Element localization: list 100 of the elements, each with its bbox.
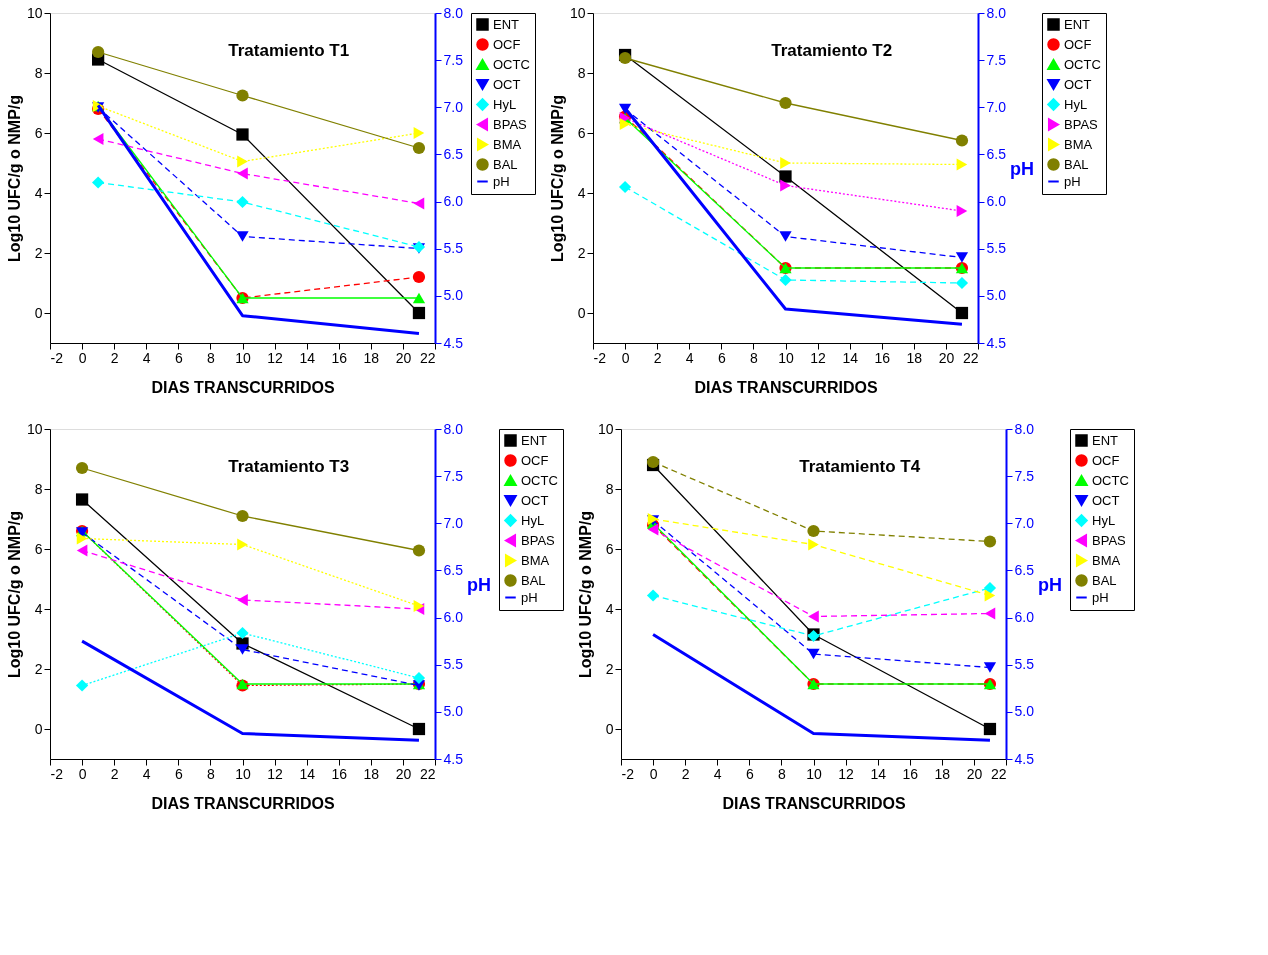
legend-label: BPAS: [493, 116, 528, 132]
legend-label: BPAS: [1092, 532, 1127, 548]
y-tick-label: 4: [34, 184, 43, 201]
y2-tick-label: 6.5: [443, 145, 464, 162]
point: [412, 544, 426, 557]
point: [618, 180, 632, 194]
point: [983, 722, 997, 736]
y2-tick-label: 4.5: [1014, 750, 1035, 767]
x-tick-label: 4: [142, 765, 151, 782]
point: [75, 461, 89, 475]
point: [780, 179, 791, 192]
y2-tick-label: 8.0: [443, 4, 464, 21]
point: [237, 155, 248, 168]
y2-tick-label: 4.5: [443, 750, 464, 767]
point: [76, 532, 88, 545]
legend-label: OCTC: [1092, 472, 1129, 488]
legend-label: OCT: [1092, 492, 1120, 508]
y-tick-label: 10: [26, 4, 43, 21]
legend-label: BAL: [493, 156, 518, 172]
x-tick-label: 22: [962, 349, 979, 366]
x-axis-title: DIAS TRANSCURRIDOS: [722, 794, 906, 812]
point: [92, 45, 105, 59]
y-tick-label: 6: [577, 124, 586, 141]
point: [236, 644, 249, 655]
x-axis-title: DIAS TRANSCURRIDOS: [151, 378, 335, 396]
point: [984, 607, 996, 620]
y-tick-label: 4: [605, 600, 614, 617]
y-tick-label: 6: [34, 540, 43, 557]
legend-label: pH: [521, 589, 538, 605]
point: [412, 671, 426, 685]
y2-tick-label: 5.0: [443, 287, 464, 304]
y-tick-label: 2: [605, 660, 614, 677]
x-tick-label: 8: [778, 765, 787, 782]
y2-tick-label: 5.0: [443, 703, 464, 720]
point: [412, 722, 426, 736]
legend-label: OCF: [493, 36, 521, 52]
y2-tick-label: 8.0: [986, 4, 1007, 21]
y-axis-title: Log10 UFC/g o NMP/g: [5, 510, 23, 679]
x-tick-label: 14: [299, 349, 316, 366]
legend-label: OCT: [521, 492, 549, 508]
x-tick-label: 8: [207, 349, 216, 366]
point: [807, 524, 820, 538]
y2-tick-label: 6.0: [443, 609, 464, 626]
point: [412, 270, 426, 284]
y2-tick-label: 7.5: [443, 51, 464, 68]
y2-tick-label: 4.5: [443, 334, 464, 351]
x-tick-label: 8: [207, 765, 216, 782]
x-tick-label: 14: [870, 765, 887, 782]
y-tick-label: 2: [34, 244, 43, 261]
x-tick-label: 16: [874, 349, 891, 366]
x-tick-label: 14: [842, 349, 859, 366]
x-tick-label: 22: [990, 765, 1007, 782]
legend-label: BAL: [1064, 156, 1089, 172]
x-tick-label: 14: [299, 765, 316, 782]
point: [779, 170, 792, 183]
legend-label: pH: [1064, 173, 1081, 189]
y2-tick-label: 5.5: [986, 240, 1007, 257]
y-tick-label: 0: [34, 304, 43, 321]
x-tick-label: 0: [78, 349, 87, 366]
point: [983, 581, 997, 595]
text: Tratamiento T4: [799, 457, 921, 476]
x-axis-title: DIAS TRANSCURRIDOS: [694, 378, 878, 396]
x-tick-label: -2: [50, 349, 64, 366]
y2-axis-title: pH: [466, 574, 491, 595]
point: [92, 132, 104, 146]
point: [780, 156, 791, 170]
text: Tratamiento T3: [228, 457, 350, 476]
y2-tick-label: 8.0: [443, 420, 464, 437]
text: Tratamiento T1: [228, 41, 350, 60]
x-tick-label: 6: [717, 349, 726, 366]
x-tick-label: 4: [685, 349, 694, 366]
x-tick-label: 6: [174, 349, 183, 366]
y-tick-label: 0: [577, 304, 586, 321]
x-tick-label: 20: [938, 349, 955, 366]
x-tick-label: 0: [621, 349, 630, 366]
legend-label: HyL: [1092, 512, 1116, 528]
x-tick-label: 4: [713, 765, 722, 782]
y-tick-label: 8: [34, 480, 43, 497]
point: [779, 273, 792, 287]
legend-label: ENT: [493, 16, 520, 32]
point: [808, 538, 819, 551]
x-tick-label: 6: [745, 765, 754, 782]
legend-label: BMA: [1064, 136, 1093, 152]
y2-tick-label: 5.0: [1014, 703, 1035, 720]
y-axis-title: Log10 UFC/g o NMP/g: [5, 94, 23, 263]
x-tick-label: 16: [902, 765, 919, 782]
y2-tick-label: 6.0: [1014, 609, 1035, 626]
x-tick-label: 6: [174, 765, 183, 782]
y-axis-title: Log10 UFC/g o NMP/g: [576, 510, 594, 679]
point: [236, 128, 249, 141]
x-tick-label: 12: [810, 349, 827, 366]
y-tick-label: 2: [577, 244, 586, 261]
x-tick-label: 20: [966, 765, 983, 782]
legend-label: BPAS: [1064, 116, 1099, 132]
x-tick-label: 10: [235, 349, 251, 366]
y2-tick-label: 4.5: [986, 334, 1007, 351]
point: [236, 509, 249, 523]
y2-tick-label: 5.5: [1014, 656, 1035, 673]
point: [807, 648, 820, 660]
legend-label: OCT: [493, 76, 521, 92]
